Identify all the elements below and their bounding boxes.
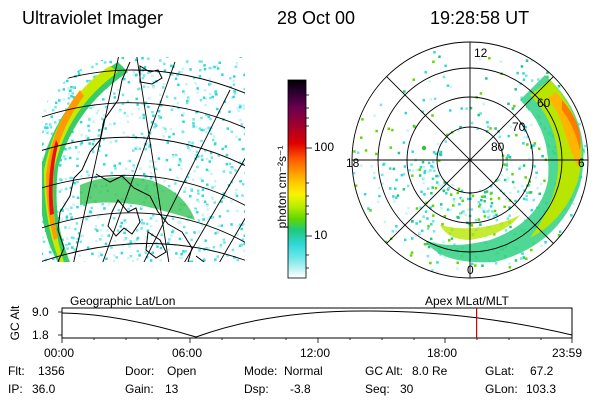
gain-value: 13 bbox=[165, 382, 179, 396]
altitude-plot bbox=[58, 307, 573, 343]
colorbar-unit-label: photon cm⁻²s⁻¹ bbox=[275, 145, 289, 229]
colorbar-tick-100: 100 bbox=[314, 140, 335, 154]
time-tick-1800: 18:00 bbox=[427, 346, 458, 360]
polar-label-12: 12 bbox=[474, 46, 488, 60]
glon-label: GLon: bbox=[485, 382, 518, 396]
time-tick-2359: 23:59 bbox=[552, 346, 583, 360]
left-panel-caption: Geographic Lat/Lon bbox=[70, 294, 176, 308]
glon-value: 103.3 bbox=[526, 382, 557, 396]
mode-label: Mode: bbox=[244, 364, 278, 378]
door-value: Open bbox=[167, 364, 197, 378]
polar-image bbox=[351, 41, 589, 279]
glat-label: GLat: bbox=[485, 364, 515, 378]
flt-label: Flt: bbox=[8, 364, 25, 378]
polar-label-70: 70 bbox=[512, 120, 526, 134]
polar-label-0: 0 bbox=[467, 263, 474, 277]
dsp-label: Dsp: bbox=[244, 382, 269, 396]
mode-value: Normal bbox=[284, 364, 323, 378]
colorbar-tick-10: 10 bbox=[314, 228, 328, 242]
time-tick-0600: 06:00 bbox=[172, 346, 203, 360]
polar-label-60: 60 bbox=[537, 96, 551, 110]
gc-alt-label: GC Alt: bbox=[365, 364, 404, 378]
ip-label: IP: bbox=[8, 382, 23, 396]
polar-label-6: 6 bbox=[578, 156, 585, 170]
altitude-axis-label: GC Alt bbox=[8, 305, 22, 341]
time-label: 19:28:58 UT bbox=[430, 8, 530, 28]
colorbar bbox=[287, 79, 307, 279]
time-tick-1200: 12:00 bbox=[300, 346, 331, 360]
app-title: Ultraviolet Imager bbox=[22, 8, 164, 28]
date-label: 28 Oct 00 bbox=[277, 8, 356, 28]
altitude-tick-1-8: 1.8 bbox=[32, 328, 49, 342]
glat-value: 67.2 bbox=[530, 364, 554, 378]
ip-value: 36.0 bbox=[32, 382, 56, 396]
gc-alt-value: 8.0 Re bbox=[412, 364, 448, 378]
seq-label: Seq: bbox=[365, 382, 390, 396]
gain-label: Gain: bbox=[125, 382, 154, 396]
dsp-value: -3.8 bbox=[290, 382, 311, 396]
geographic-image bbox=[42, 57, 245, 262]
polar-label-80: 80 bbox=[491, 140, 505, 154]
colorbar-ticks bbox=[306, 94, 312, 269]
flt-value: 1356 bbox=[38, 364, 65, 378]
polar-label-18: 18 bbox=[346, 156, 360, 170]
time-tick-0000: 00:00 bbox=[44, 346, 75, 360]
seq-value: 30 bbox=[400, 382, 414, 396]
altitude-tick-9: 9.0 bbox=[32, 305, 49, 319]
right-panel-caption: Apex MLat/MLT bbox=[425, 294, 509, 308]
door-label: Door: bbox=[125, 364, 155, 378]
